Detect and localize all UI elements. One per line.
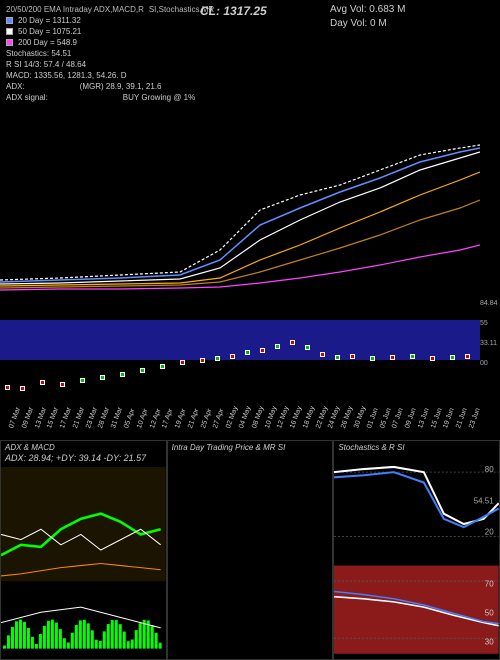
svg-text:80: 80 [485,465,494,474]
signal-dot [465,354,470,359]
signal-dot [245,350,250,355]
signal-dot [305,345,310,350]
date-tick: 07 Mar [8,407,22,430]
date-tick: 27 Apr [212,408,226,429]
ema50-label: 50 Day = 1075.21 [18,26,81,37]
macd-label: MACD: 1335.56, 1281.3, 54.26. D [6,70,494,81]
date-axis: 07 Mar09 Mar13 Mar15 Mar17 Mar21 Mar23 M… [0,385,480,435]
swatch-20 [6,17,13,24]
swatch-200 [6,39,13,46]
bottom-panels: ADX & MACD ADX: 28.94; +DY: 39.14 -DY: 2… [0,440,500,660]
ema200-label: 200 Day = 548.9 [18,37,77,48]
date-tick: 09 Mar [21,407,35,430]
date-tick: 09 Jun [404,407,418,429]
date-tick: 01 Jun [366,407,380,429]
signal-dot [140,368,145,373]
signal-dot [120,372,125,377]
signal-dots [0,330,480,350]
signal-dot [260,348,265,353]
signal-dot [370,356,375,361]
signal-dot [450,355,455,360]
mgr-label: (MGR) 28.9, 39.1, 21.6 [80,81,162,92]
date-tick: 05 Apr [123,408,137,429]
cl-val: 1317.25 [223,4,266,18]
signal-dot [335,355,340,360]
ytick: 00 [480,360,488,367]
ema20-label: 20 Day = 1311.32 [18,15,81,26]
panel2-yaxis: 84.84 55 33.11 00 [480,300,500,380]
panel-intraday: Intra Day Trading Price & MR SI [167,440,334,660]
date-tick: 13 Jun [417,407,431,429]
date-tick: 10 Apr [136,408,150,429]
date-tick: 17 Apr [161,408,175,429]
signal-dot [430,356,435,361]
price-chart [0,100,480,300]
stoch-label: Stochastics: 54.51 [6,48,494,59]
panel-adx-macd: ADX & MACD ADX: 28.94; +DY: 39.14 -DY: 2… [0,440,167,660]
indicator-panel [0,300,480,380]
date-tick: 23 Jun [468,407,482,429]
signal-dot [390,355,395,360]
avg-vol: Avg Vol: 0.683 M [330,4,405,15]
signal-dot [215,356,220,361]
signal-dot [275,344,280,349]
p2-title: Intra Day Trading Price & MR SI [168,441,333,454]
svg-text:20: 20 [485,527,494,536]
signal-dot [80,378,85,383]
signal-dot [180,360,185,365]
signal-dot [290,340,295,345]
signal-dot [320,352,325,357]
svg-text:70: 70 [485,579,494,588]
date-tick: 19 Apr [174,408,188,429]
svg-text:54.51: 54.51 [474,496,494,505]
swatch-50 [6,28,13,35]
rsi-label: R SI 14/3: 57.4 / 48.64 [6,59,494,70]
date-tick: 08 May [251,405,265,429]
signal-dot [160,364,165,369]
signal-dot [100,375,105,380]
signal-dot [230,354,235,359]
day-vol: Day Vol: 0 M [330,18,387,29]
ytick: 55 [480,320,488,327]
cl-lbl: CL: [200,4,220,18]
svg-text:30: 30 [485,637,494,646]
hdr-l1a: 20/50/200 EMA Intraday ADX,MACD,R [6,4,144,15]
svg-text:50: 50 [485,608,494,617]
date-tick: 21 Jun [455,407,469,429]
signal-dot [350,354,355,359]
close-price: CL: 1317.25 [200,4,267,18]
ytick: 84.84 [480,300,498,307]
adx-label: ADX: [6,81,25,92]
panel-stoch-rsi: Stochastics & R SI 8054.5120705030 [333,440,500,660]
date-tick: 21 Mar [72,407,86,430]
date-tick: 21 Apr [187,408,201,429]
ytick: 33.11 [480,340,497,347]
signal-dot [200,358,205,363]
signal-dot [410,354,415,359]
